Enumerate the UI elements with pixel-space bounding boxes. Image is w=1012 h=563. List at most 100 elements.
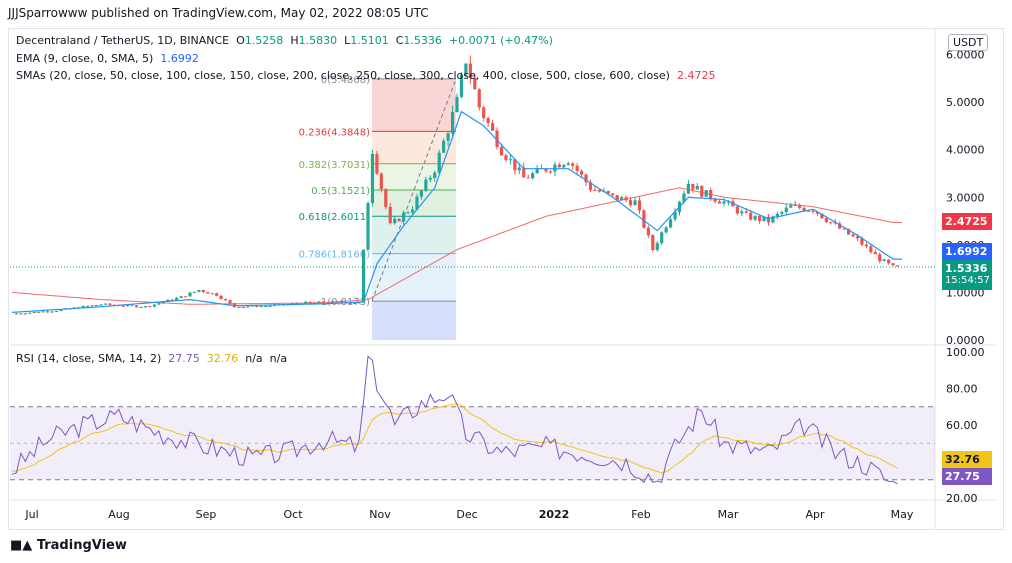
candle-body: [740, 211, 744, 214]
candle-body: [882, 259, 886, 262]
price-tick-label: 4.0000: [946, 144, 985, 157]
time-tick-label: Aug: [108, 508, 129, 521]
time-tick-label: Mar: [718, 508, 739, 521]
time-tick-label: 2022: [539, 508, 570, 521]
candle-body: [455, 96, 459, 112]
candle-body: [339, 301, 343, 303]
currency-button[interactable]: USDT: [948, 34, 989, 51]
candle-body: [170, 299, 174, 301]
candle-body: [860, 238, 864, 245]
candle-body: [23, 313, 27, 315]
ema-value: 1.6992: [160, 52, 199, 65]
last-price-value: 1.5336: [945, 262, 988, 275]
candle-body: [428, 177, 432, 180]
fib-level-label: 0.382(3.7031): [299, 160, 371, 171]
candle-body: [851, 234, 855, 237]
fib-level-label: 0.618(2.6011): [299, 212, 371, 223]
candle-body: [459, 74, 464, 97]
candle-body: [575, 165, 579, 172]
fib-level-label: 0.5(3.1521): [311, 186, 370, 197]
fib-trend-line: [371, 78, 457, 302]
candle-body: [628, 200, 633, 206]
candle-body: [606, 190, 610, 194]
candle-body: [482, 107, 486, 118]
rsi-ma-value: 32.76: [206, 352, 239, 365]
sma-price-tag: 2.4725: [942, 213, 992, 230]
candle-body: [664, 227, 668, 233]
candle-body: [41, 311, 45, 313]
price-tick-label: 5.0000: [946, 96, 985, 109]
candle-body: [611, 193, 615, 196]
candle-body: [798, 204, 802, 208]
candle-body: [241, 306, 245, 308]
candle-body: [393, 218, 397, 224]
candle-body: [81, 306, 85, 309]
candle-body: [442, 140, 446, 153]
candle-body: [139, 307, 143, 309]
candle-body: [637, 200, 642, 211]
close-label: C: [395, 34, 404, 47]
candle-body: [571, 163, 575, 166]
sma-legend: SMAs (20, close, 50, close, 100, close, …: [16, 69, 715, 82]
candle-body: [838, 223, 842, 229]
candle-body: [54, 311, 59, 313]
candle-body: [37, 311, 41, 313]
candle-body: [375, 153, 379, 174]
candle-body: [59, 309, 63, 312]
candle-body: [152, 304, 156, 307]
candle-body: [321, 301, 326, 303]
candle-body: [713, 198, 717, 202]
fib-zone-band: [372, 131, 456, 164]
fib-zone-band: [372, 163, 456, 191]
candle-body: [313, 302, 317, 304]
fib-level-label: 0.236(4.3848): [299, 127, 371, 138]
candle-body: [486, 117, 490, 124]
candles-group: [14, 55, 900, 315]
candle-body: [130, 304, 134, 306]
candle-body: [895, 265, 900, 267]
candle-body: [259, 305, 263, 307]
candle-body: [588, 182, 593, 190]
candle-body: [686, 183, 690, 194]
candle-body: [887, 259, 891, 264]
rsi-ma-line: [11, 403, 898, 474]
candle-body: [446, 133, 450, 141]
candle-body: [135, 305, 139, 308]
candle-body: [224, 299, 228, 301]
time-tick-label: Dec: [456, 508, 477, 521]
candle-body: [317, 301, 321, 303]
candle-body: [864, 244, 868, 247]
candle-body: [388, 206, 392, 224]
candle-body: [855, 236, 860, 239]
chart-frame: [8, 28, 1004, 530]
candle-body: [433, 172, 437, 178]
fib-zone-band: [372, 301, 456, 340]
change-value: +0.0071 (+0.47%): [448, 34, 553, 47]
candle-body: [402, 212, 406, 222]
candle-body: [891, 263, 895, 266]
time-tick-label: Feb: [631, 508, 650, 521]
candle-body: [335, 301, 339, 303]
candle-body: [548, 171, 553, 173]
candle-body: [90, 305, 94, 307]
candle-body: [744, 211, 748, 213]
candle-body: [869, 246, 873, 253]
candle-body: [468, 63, 472, 78]
candle-body: [415, 196, 419, 210]
tradingview-logo[interactable]: ■▲ TradingView: [10, 538, 127, 553]
candle-body: [847, 228, 851, 235]
candle-body: [669, 219, 673, 228]
candle-body: [179, 296, 183, 298]
candle-body: [308, 301, 312, 303]
candle-body: [660, 232, 664, 244]
sma-label: SMAs (20, close, 50, close, 100, close, …: [16, 69, 670, 82]
candle-body: [424, 179, 428, 191]
candle-body: [397, 218, 401, 222]
candle-body: [219, 295, 223, 300]
candle-body: [655, 243, 659, 251]
rsi-legend: RSI (14, close, SMA, 14, 2) 27.75 32.76 …: [16, 352, 287, 365]
candle-body: [379, 173, 383, 190]
candle-body: [651, 235, 655, 251]
candle-body: [642, 210, 646, 228]
